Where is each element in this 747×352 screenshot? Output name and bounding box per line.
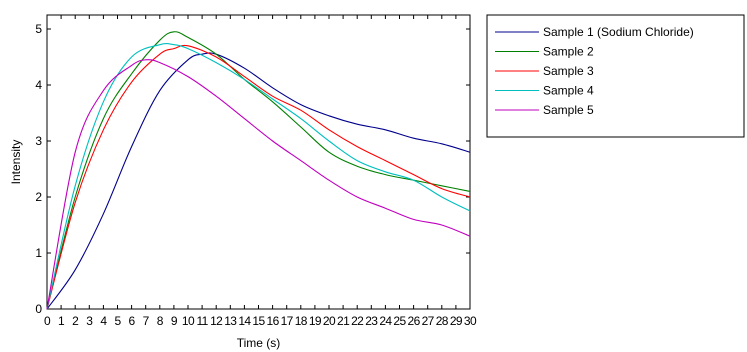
x-tick-label: 12 [210,314,223,328]
y-axis-title: Intensity [9,140,23,185]
x-tick-label: 3 [86,314,93,328]
legend-box [486,14,745,138]
x-tick-label: 17 [281,314,294,328]
x-tick-label: 13 [224,314,237,328]
legend: Sample 1 (Sodium Chloride) Sample 2 Sample… [486,14,745,138]
y-tick-label: 2 [35,190,42,204]
series-line-4 [46,43,471,310]
x-axis-title: Time (s) [237,336,281,350]
x-tick-label: 7 [143,314,150,328]
y-tick-label: 0 [35,302,42,316]
x-tick-label: 6 [129,314,136,328]
series-line-5 [46,59,471,310]
series-line-3 [46,44,471,310]
x-tick-label: 1 [58,314,65,328]
x-tick-label: 9 [171,314,178,328]
x-tick-label: 18 [295,314,308,328]
legend-label-5: Sample 5 [543,103,594,117]
x-tick-label: 4 [100,314,107,328]
x-tick-label: 15 [252,314,265,328]
x-tick-label: 29 [450,314,463,328]
x-tick-label: 2 [72,314,79,328]
x-tick-label: 30 [464,314,477,328]
x-tick-label: 8 [157,314,164,328]
x-tick-label: 16 [267,314,280,328]
legend-label-4: Sample 4 [543,84,594,98]
x-tick-label: 20 [323,314,336,328]
legend-label-3: Sample 3 [543,64,594,78]
x-tick-label: 19 [309,314,322,328]
x-tick-label: 22 [351,314,364,328]
y-tick-label: 3 [35,134,42,148]
x-tick-label: 14 [238,314,251,328]
x-tick-label: 27 [422,314,435,328]
x-tick-label: 23 [365,314,378,328]
x-tick-label: 11 [196,314,208,328]
series-line-2 [46,31,471,310]
y-tick-label: 1 [35,246,42,260]
x-tick-label: 24 [379,314,392,328]
y-tick-label: 4 [35,78,42,92]
x-tick-label: 26 [408,314,421,328]
x-tick-label: 5 [114,314,121,328]
x-tick-label: 10 [182,314,195,328]
x-tick-label: 25 [393,314,406,328]
legend-label-2: Sample 2 [543,45,594,59]
y-tick-label: 5 [35,22,42,36]
x-tick-label: 0 [44,314,51,328]
plot-frame [46,14,471,310]
x-tick-label: 28 [436,314,449,328]
series-line-1 [46,52,471,310]
x-tick-label: 21 [337,314,350,328]
legend-label-1: Sample 1 (Sodium Chloride) [543,25,694,39]
